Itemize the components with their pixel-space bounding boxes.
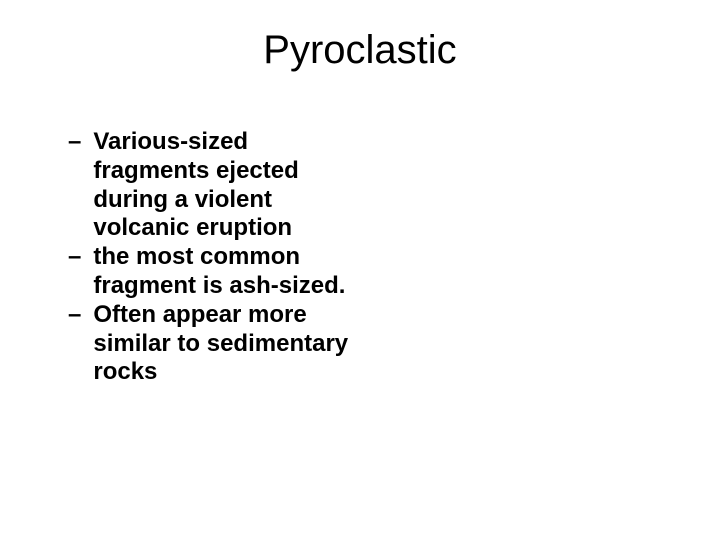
bullet-text: Various-sized fragments ejected during a…: [93, 128, 368, 243]
bullet-text: Often appear more similar to sedimentary…: [93, 301, 368, 387]
bullet-dash-icon: –: [68, 243, 81, 272]
bullet-dash-icon: –: [68, 128, 81, 157]
bullet-dash-icon: –: [68, 301, 81, 330]
bullet-item: – Often appear more similar to sedimenta…: [68, 301, 368, 387]
bullet-item: – Various-sized fragments ejected during…: [68, 128, 368, 243]
slide-title: Pyroclastic: [0, 28, 720, 73]
bullet-text: the most common fragment is ash-sized.: [93, 243, 368, 301]
bullet-item: – the most common fragment is ash-sized.: [68, 243, 368, 301]
bullet-list: – Various-sized fragments ejected during…: [68, 128, 368, 387]
